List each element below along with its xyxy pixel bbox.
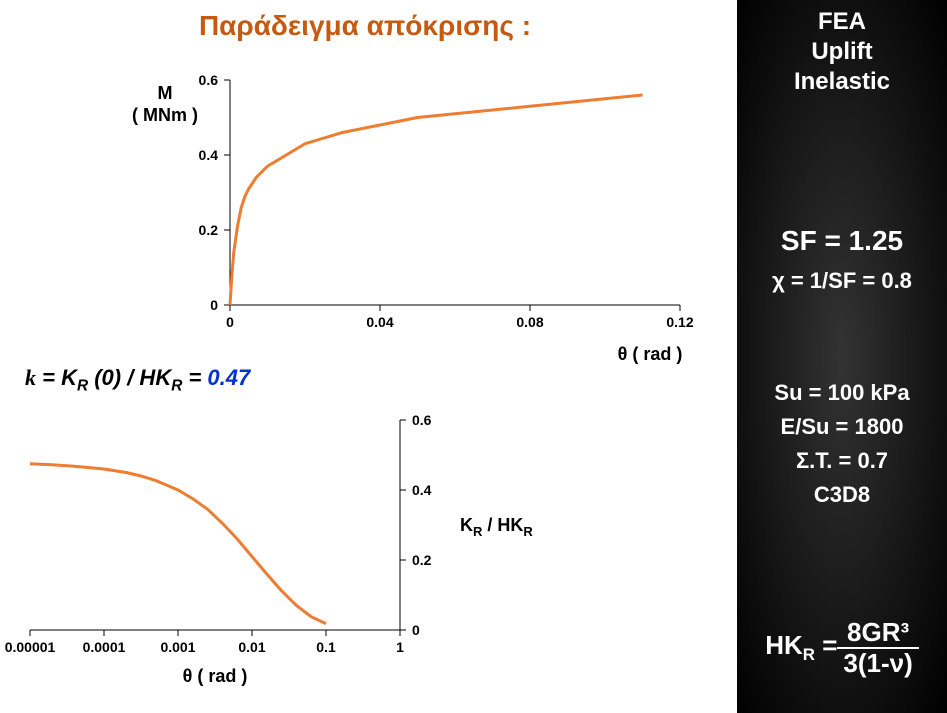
chart1-xtick: 0.12 xyxy=(666,314,693,330)
panel-line-7: Σ.Τ. = 0.7 xyxy=(737,448,947,474)
chart1-ytick: 0.4 xyxy=(199,147,219,163)
chart2-xlabel: θ ( rad ) xyxy=(183,666,248,686)
chart2-xtick: 0.00001 xyxy=(5,639,56,655)
slide: Παράδειγμα απόκρισης : 00.20.40.600.040.… xyxy=(0,0,947,713)
chart1-ylabel-line2: ( MNm ) xyxy=(132,105,198,125)
chart2-ylabel: KR / HKR xyxy=(460,515,533,539)
chart1-ylabel-line1: M xyxy=(158,83,173,103)
chart1-ytick: 0 xyxy=(210,297,218,313)
chart2-ytick: 0.2 xyxy=(412,552,432,568)
chart-stiffness-degradation: 00.20.40.60.000010.00010.0010.010.11KR /… xyxy=(30,420,400,630)
panel-line-0: FEA xyxy=(737,8,947,36)
panel-line-6: E/Su = 1800 xyxy=(737,414,947,440)
chart2-ytick: 0.6 xyxy=(412,412,432,428)
panel-line-4: χ = 1/SF = 0.8 xyxy=(737,268,947,294)
chart1-xlabel: θ ( rad ) xyxy=(618,344,683,364)
chart2-xtick: 1 xyxy=(396,639,404,655)
chart2-ytick: 0 xyxy=(412,622,420,638)
chart1-series xyxy=(230,95,643,305)
chart1-xtick: 0.08 xyxy=(516,314,543,330)
chart-moment-rotation: 00.20.40.600.040.080.12M( MNm )θ ( rad ) xyxy=(230,80,680,305)
panel-line-5: Su = 100 kPa xyxy=(737,380,947,406)
chart1-ytick: 0.2 xyxy=(199,222,219,238)
chart1-xtick: 0.04 xyxy=(366,314,393,330)
chart2-series xyxy=(30,464,326,624)
formula-k-symbol: k xyxy=(25,365,36,390)
chart2-xtick: 0.1 xyxy=(316,639,336,655)
panel-line-1: Uplift xyxy=(737,38,947,66)
panel-line-2: Inelastic xyxy=(737,68,947,96)
chart2-ytick: 0.4 xyxy=(412,482,432,498)
slide-title: Παράδειγμα απόκρισης : xyxy=(0,10,730,42)
k-ratio-formula: k = KR (0) / HKR = 0.47 xyxy=(25,365,250,395)
chart2-xtick: 0.0001 xyxy=(83,639,126,655)
panel-formula: HKR = 8GR³3(1-ν) xyxy=(737,618,947,677)
panel-line-8: C3D8 xyxy=(737,482,947,508)
parameter-panel: FEAUpliftInelastic SF = 1.25 χ = 1/SF = 0.… xyxy=(737,0,947,713)
panel-line-3: SF = 1.25 xyxy=(737,225,947,257)
chart2-xtick: 0.001 xyxy=(160,639,195,655)
chart1-xtick: 0 xyxy=(226,314,234,330)
chart1-ytick: 0.6 xyxy=(199,72,219,88)
chart2-xtick: 0.01 xyxy=(238,639,265,655)
